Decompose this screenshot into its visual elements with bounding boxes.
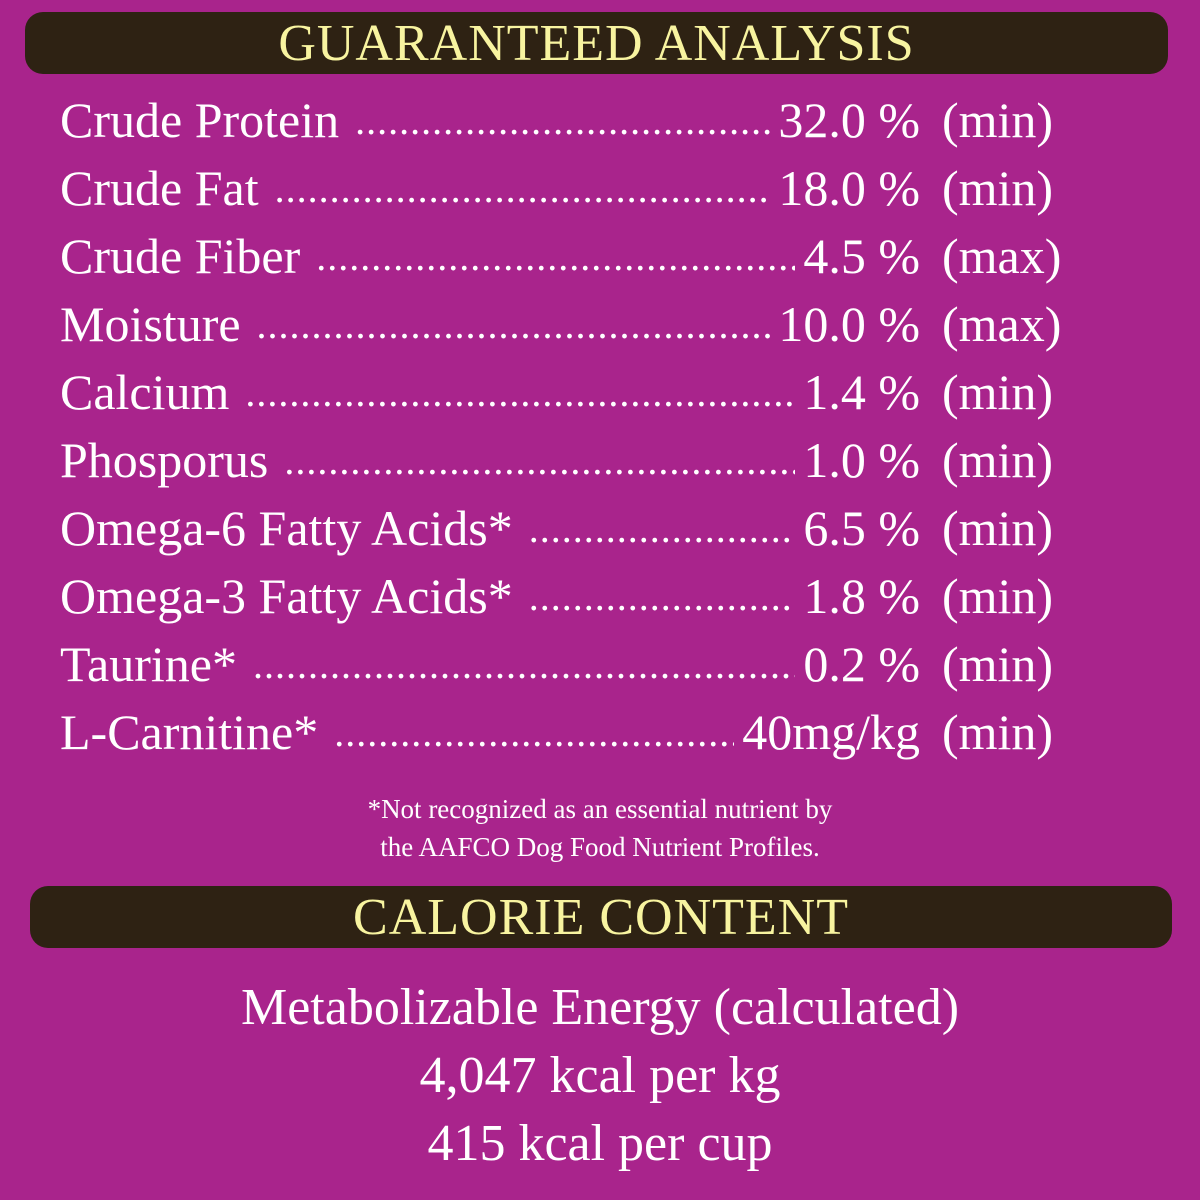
section-title: GUARANTEED ANALYSIS — [278, 14, 915, 72]
nutrient-unit: (min) — [942, 364, 1054, 420]
energy-per-kg: 4,047 kcal per kg — [419, 1047, 781, 1104]
dot-leader: ........................................… — [245, 369, 796, 415]
dot-leader: ........................................… — [355, 97, 770, 143]
nutrient-name: Phosporus — [60, 432, 269, 488]
nutrient-value: 4.5 % — [803, 228, 920, 284]
nutrient-unit: (max) — [942, 228, 1062, 284]
nutrient-unit: (min) — [942, 92, 1054, 148]
nutrient-name: Crude Protein — [60, 92, 340, 148]
analysis-row: Omega-3 Fatty Acids*....................… — [60, 562, 1060, 630]
nutrient-value: 1.8 % — [803, 568, 920, 624]
section-title: CALORIE CONTENT — [353, 888, 849, 946]
nutrient-value: 1.0 % — [803, 432, 920, 488]
nutrient-name: Omega-3 Fatty Acids* — [60, 568, 513, 624]
analysis-row: Crude Fiber.............................… — [60, 222, 1062, 290]
nutrient-value: 32.0 % — [778, 92, 920, 148]
nutrient-name: Crude Fat — [60, 160, 259, 216]
nutrient-name: Calcium — [60, 364, 230, 420]
nutrient-value: 0.2 % — [803, 636, 920, 692]
nutrient-name: Omega-6 Fatty Acids* — [60, 500, 513, 556]
dot-leader: ........................................… — [256, 301, 771, 347]
analysis-row: Phosporus...............................… — [60, 426, 1060, 494]
dot-leader: ........................................… — [252, 641, 795, 687]
nutrient-value: 10.0 % — [778, 296, 920, 352]
dot-leader: ........................................… — [528, 505, 796, 551]
analysis-row: Taurine*................................… — [60, 630, 1060, 698]
analysis-row: Crude Protein...........................… — [60, 86, 1060, 154]
dot-leader: ........................................… — [528, 573, 796, 619]
calorie-info: Metabolizable Energy (calculated) 4,047 … — [0, 974, 1200, 1178]
dot-leader: ........................................… — [274, 165, 771, 211]
footnote-line: *Not recognized as an essential nutrient… — [367, 794, 833, 824]
nutrient-value: 1.4 % — [803, 364, 920, 420]
nutrient-unit: (min) — [942, 636, 1054, 692]
nutrient-unit: (min) — [942, 432, 1054, 488]
nutrient-name: Crude Fiber — [60, 228, 301, 284]
analysis-row: Omega-6 Fatty Acids*....................… — [60, 494, 1060, 562]
calorie-content-header: CALORIE CONTENT — [30, 886, 1172, 948]
nutrient-name: L-Carnitine* — [60, 704, 319, 760]
nutrient-value: 18.0 % — [778, 160, 920, 216]
nutrient-unit: (min) — [942, 160, 1054, 216]
nutrient-unit: (min) — [942, 568, 1054, 624]
energy-label: Metabolizable Energy (calculated) — [240, 979, 960, 1036]
dot-leader: ........................................… — [316, 233, 796, 279]
analysis-row: Crude Fat...............................… — [60, 154, 1060, 222]
nutrient-unit: (min) — [942, 500, 1054, 556]
footnote: *Not recognized as an essential nutrient… — [0, 790, 1200, 866]
analysis-row: Moisture................................… — [60, 290, 1062, 358]
analysis-row: L-Carnitine*............................… — [60, 698, 1060, 766]
analysis-row: Calcium.................................… — [60, 358, 1060, 426]
nutrient-name: Moisture — [60, 296, 241, 352]
nutrient-value: 40mg/kg — [742, 704, 920, 760]
nutrient-name: Taurine* — [60, 636, 237, 692]
energy-per-cup: 415 kcal per cup — [427, 1115, 773, 1172]
guaranteed-analysis-header: GUARANTEED ANALYSIS — [25, 12, 1168, 74]
dot-leader: ........................................… — [334, 709, 735, 755]
analysis-table: Crude Protein...........................… — [60, 86, 1062, 766]
footnote-line: the AAFCO Dog Food Nutrient Profiles. — [380, 832, 820, 862]
nutrient-value: 6.5 % — [803, 500, 920, 556]
nutrient-unit: (max) — [942, 296, 1062, 352]
dot-leader: ........................................… — [284, 437, 795, 483]
nutrient-unit: (min) — [942, 704, 1054, 760]
